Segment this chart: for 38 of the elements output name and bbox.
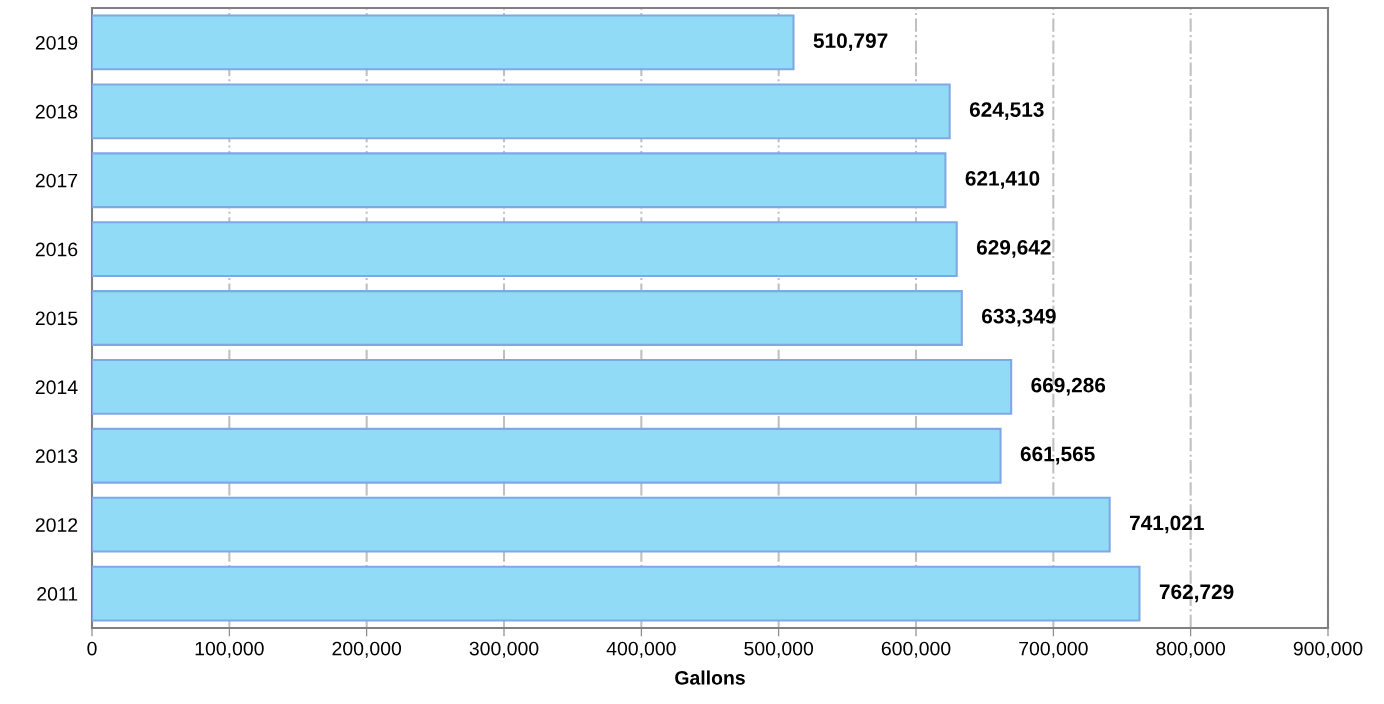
x-tick-label: 100,000 — [195, 641, 264, 658]
y-tick-label: 2014 — [35, 380, 78, 395]
bar — [92, 427, 1002, 484]
y-tick-label: 2012 — [35, 518, 78, 532]
x-tick-label: 800,000 — [1156, 641, 1226, 658]
x-tick-label: 500,000 — [744, 641, 814, 658]
y-tick-label: 2016 — [35, 242, 78, 257]
y-tick-label: 2017 — [35, 173, 78, 188]
bar — [92, 83, 951, 140]
x-tick-label: 900,000 — [1293, 641, 1363, 658]
data-label: 762,729 — [1159, 584, 1234, 603]
y-tick-label: 2013 — [35, 449, 78, 464]
data-label: 741,021 — [1130, 515, 1204, 534]
y-tick-label: 2015 — [35, 311, 78, 326]
bar — [92, 14, 795, 71]
x-tick-label: 0 — [87, 641, 97, 656]
data-label: 624,513 — [969, 102, 1044, 120]
y-tick-label: 2019 — [35, 35, 78, 50]
x-tick-label: 300,000 — [469, 641, 539, 658]
y-tick-label: 2018 — [35, 104, 78, 119]
data-label: 629,642 — [976, 239, 1051, 258]
bar — [92, 358, 1013, 415]
bar — [92, 565, 1141, 622]
data-label: 661,565 — [1020, 446, 1095, 465]
x-tick-label: 600,000 — [881, 641, 951, 658]
x-tick-label: 700,000 — [1019, 641, 1088, 658]
bar — [92, 496, 1111, 553]
data-label: 669,286 — [1031, 377, 1106, 396]
bar — [92, 221, 958, 278]
data-label: 621,410 — [965, 171, 1040, 189]
x-axis-title: Gallons — [675, 670, 745, 685]
data-label: 633,349 — [982, 308, 1056, 327]
bar — [92, 152, 947, 209]
y-tick-label: 2011 — [37, 587, 78, 601]
x-tick-label: 400,000 — [606, 641, 676, 658]
x-tick-label: 200,000 — [332, 641, 402, 658]
data-label: 510,797 — [813, 33, 888, 52]
bar — [92, 290, 963, 346]
